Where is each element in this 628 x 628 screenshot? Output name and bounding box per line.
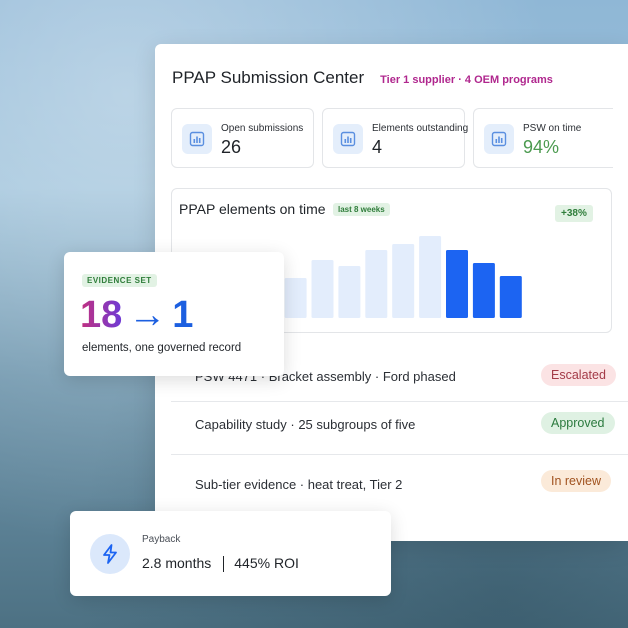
bar-chart-icon	[182, 124, 212, 154]
chart-bar	[311, 260, 334, 318]
kpi-label: PSW on time	[523, 123, 582, 134]
payback-card: Payback 2.8 months 445% ROI	[70, 511, 391, 596]
divider	[171, 454, 628, 455]
payback-roi: 445% ROI	[234, 555, 299, 571]
chart-range-badge: last 8 weeks	[333, 203, 390, 216]
chart-bar	[338, 266, 361, 318]
chart-delta-badge: +38%	[555, 205, 593, 222]
lightning-icon	[90, 534, 130, 574]
chart-bar	[499, 276, 522, 318]
kpi-label: Open submissions	[221, 123, 304, 134]
evidence-tag: EVIDENCE SET	[82, 274, 157, 287]
page-title: PPAP Submission Center	[172, 68, 365, 87]
payback-label: Payback	[142, 534, 181, 545]
arrow-right-icon: →	[128, 294, 167, 336]
status-badge: In review	[541, 470, 612, 492]
status-badge: Approved	[541, 412, 615, 434]
chart-bar	[284, 278, 307, 318]
kpi-value: 4	[372, 137, 383, 157]
payback-value: 2.8 months 445% ROI	[142, 555, 299, 573]
list-item-text: Capability study · 25 subgroups of five	[195, 417, 416, 432]
list-item[interactable]: Capability study · 25 subgroups of five …	[171, 412, 628, 438]
evidence-caption: elements, one governed record	[82, 342, 242, 354]
kpi-label: Elements outstanding	[372, 123, 469, 134]
payback-months: 2.8 months	[142, 555, 212, 571]
chart-bar	[472, 263, 495, 318]
separator	[223, 556, 225, 573]
chart-title: PPAP elements on time	[179, 201, 326, 217]
evidence-reduction: 18 → 1	[80, 294, 193, 337]
divider	[171, 401, 628, 402]
kpi-open-submissions[interactable]: Open submissions 26	[171, 108, 314, 168]
kpi-psw-on-time[interactable]: PSW on time 94%	[473, 108, 613, 168]
evidence-to-count: 1	[172, 294, 194, 336]
kpi-value: 94%	[523, 137, 560, 157]
ppap-panel: PPAP Submission Center Tier 1 supplier ·…	[155, 44, 628, 541]
kpi-row: Open submissions 26 Elements outstanding…	[171, 108, 613, 168]
bar-chart-icon	[333, 124, 363, 154]
evidence-from-count: 18	[80, 294, 123, 336]
evidence-card: EVIDENCE SET 18 → 1 elements, one governed…	[64, 252, 284, 376]
list-item[interactable]: Sub-tier evidence · heat treat, Tier 2 I…	[171, 470, 628, 496]
kpi-elements-outstanding[interactable]: Elements outstanding 4	[322, 108, 469, 168]
list-item-text: Sub-tier evidence · heat treat, Tier 2	[195, 477, 403, 492]
chart-bar	[446, 250, 468, 318]
chart-bar	[419, 236, 442, 318]
chart-bar	[365, 250, 388, 318]
status-badge: Escalated	[541, 364, 616, 386]
chart-bar	[392, 244, 415, 318]
kpi-value: 26	[221, 137, 242, 157]
bar-chart-icon	[484, 124, 514, 154]
page-subtitle: Tier 1 supplier · 4 OEM programs	[380, 74, 553, 86]
panel-header: PPAP Submission Center Tier 1 supplier ·…	[172, 68, 553, 88]
